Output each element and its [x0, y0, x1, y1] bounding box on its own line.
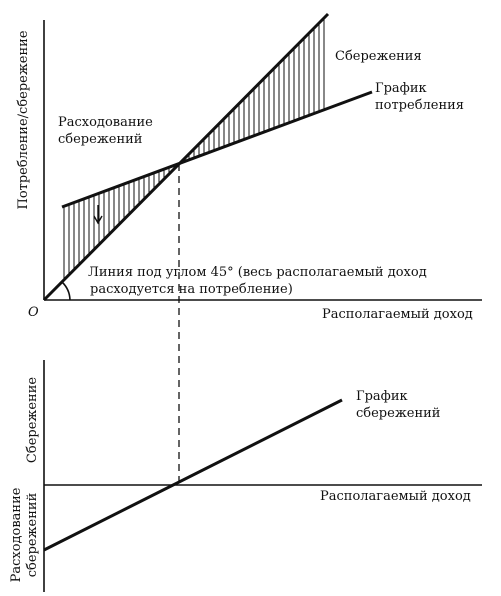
y-axis-label-negative: сбережений [25, 493, 40, 577]
saving-line-label: График [356, 389, 408, 404]
origin: O [28, 305, 39, 320]
arrow [93, 205, 103, 225]
angle-arc [61, 281, 71, 301]
line-45 [42, 12, 330, 302]
y-axis-label: Потребление/сбережение [16, 30, 31, 209]
consumption-label: потребления [375, 98, 464, 113]
y-axis-label-negative: Расходование [9, 487, 24, 582]
saving-line-label: сбережений [356, 406, 440, 421]
x-axis-label-bottom: Располагаемый доход [320, 489, 471, 504]
consumption-line [61, 90, 373, 209]
savings-label: Сбережения [335, 49, 422, 64]
y-axis-label-positive: Сбережение [25, 377, 40, 463]
dissaving-label: сбережений [58, 132, 142, 147]
dissaving-label: Расходование [58, 115, 153, 130]
consumption-label: График [375, 81, 427, 96]
saving-line [43, 398, 343, 552]
line-45-label: расходуется на потребление) [90, 282, 293, 297]
x-axis-label: Располагаемый доход [322, 307, 473, 322]
line-45-label: Линия под углом 45° (весь располагаемый … [88, 265, 427, 280]
